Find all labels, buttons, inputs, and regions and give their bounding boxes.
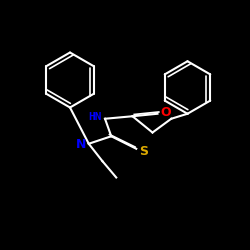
Text: S: S — [139, 145, 148, 158]
Text: N: N — [76, 138, 86, 151]
Text: O: O — [160, 106, 171, 119]
Text: HN: HN — [88, 112, 102, 122]
